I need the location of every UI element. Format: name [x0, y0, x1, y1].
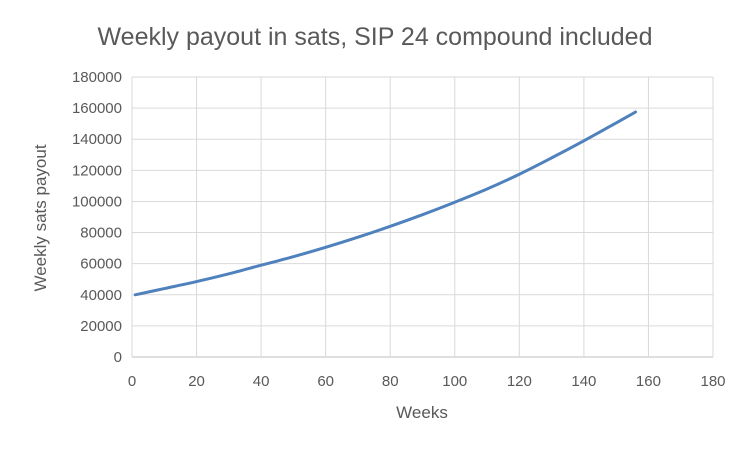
- x-tick-label: 140: [571, 373, 596, 390]
- y-tick-label: 180000: [72, 69, 122, 86]
- y-tick-label: 120000: [72, 162, 122, 179]
- y-tick-label: 40000: [80, 287, 122, 304]
- x-tick-label: 20: [188, 373, 205, 390]
- y-tick-label: 100000: [72, 193, 122, 210]
- y-tick-label: 0: [114, 349, 122, 366]
- series-line: [133, 110, 638, 297]
- y-tick-label: 160000: [72, 100, 122, 117]
- x-tick-label: 40: [253, 373, 270, 390]
- y-tick-label: 20000: [80, 318, 122, 335]
- y-axis-label: Weekly sats payout: [31, 144, 50, 291]
- x-tick-label: 120: [507, 373, 532, 390]
- y-tick-label: 140000: [72, 131, 122, 148]
- x-tick-label: 80: [382, 373, 399, 390]
- grid-layer: [131, 76, 714, 358]
- x-tick-label: 60: [317, 373, 334, 390]
- x-tick-label: 180: [700, 373, 725, 390]
- y-tick-label: 60000: [80, 256, 122, 273]
- tick-layer: 0 20000 40000 60000 80000 100000 120000 140000 1…: [72, 69, 726, 390]
- series-layer: [133, 110, 638, 297]
- chart-title: Weekly payout in sats, SIP 24 compound i…: [98, 23, 653, 51]
- x-axis-label: Weeks: [396, 403, 448, 422]
- x-tick-label: 100: [442, 373, 467, 390]
- x-tick-label: 0: [128, 373, 136, 390]
- y-tick-label: 80000: [80, 225, 122, 242]
- x-tick-label: 160: [636, 373, 661, 390]
